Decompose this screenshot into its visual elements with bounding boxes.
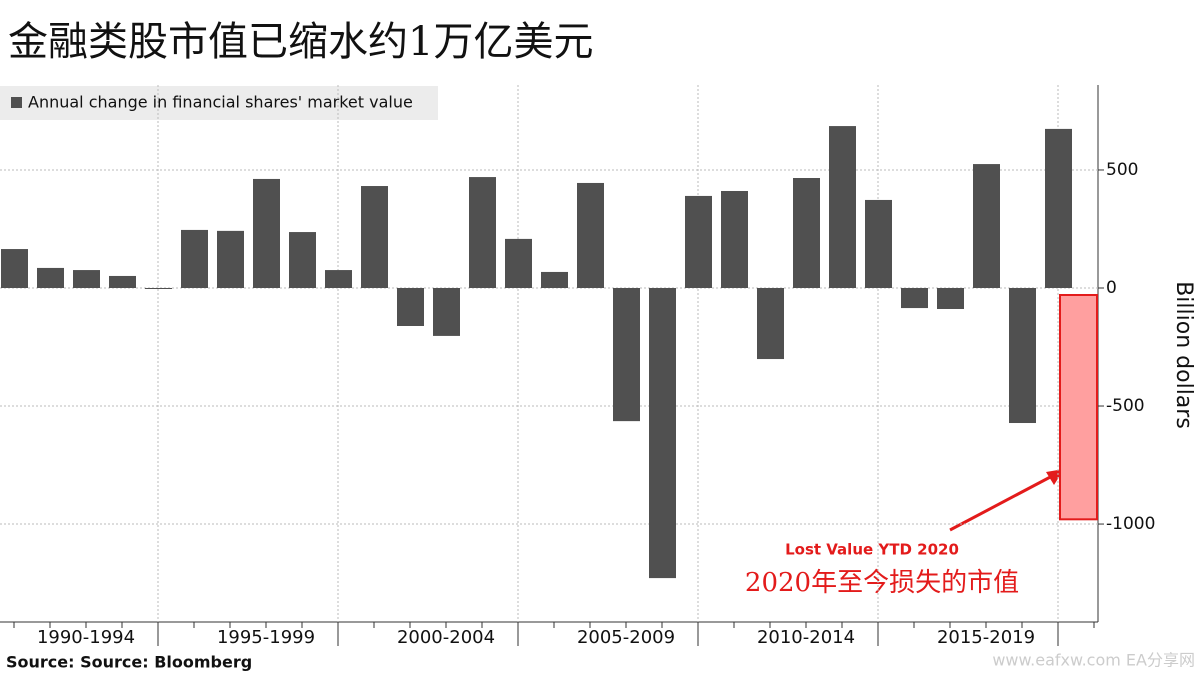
bar [901,287,928,309]
chart-title: 金融类股市值已缩水约1万亿美元 [8,19,593,65]
annotation: 2020年至今损失的市值 [745,568,1019,598]
bar [145,287,172,289]
y-tick-label: -1000 [1106,514,1155,534]
bar [1059,293,1098,521]
bar [469,177,496,288]
x-tick-label: 2000-2004 [397,627,495,648]
y-tick-label: 0 [1106,278,1117,298]
bar [865,199,892,288]
bar [217,230,244,288]
bar [793,178,820,288]
annotation: Lost Value YTD 2020 [785,541,959,559]
bar [649,287,676,579]
bar [1009,287,1036,424]
x-tick-label: 1995-1999 [217,627,315,648]
bar [757,287,784,360]
watermark: www.eafxw.com EA分享网 [992,651,1195,670]
y-tick-label: -500 [1106,396,1145,416]
bar [1045,128,1072,288]
x-tick-label: 2005-2009 [577,627,675,648]
y-axis-label: Billion dollars [1171,281,1196,429]
bar [541,271,568,288]
bar [37,267,64,288]
legend-swatch [11,97,22,108]
x-tick-label: 1990-1994 [37,627,135,648]
bar [829,126,856,288]
bar [577,182,604,288]
bar [721,190,748,288]
bar [109,275,136,288]
legend-box [0,86,438,120]
bar [73,270,100,288]
bar [433,287,460,336]
bar [325,270,352,288]
y-tick-label: 500 [1106,160,1138,180]
bar [685,195,712,288]
x-tick-label: 2010-2014 [757,627,855,648]
bar [253,178,280,288]
bar [1,249,28,288]
source: Source: Source: Bloomberg [6,653,252,672]
bar [613,287,640,422]
bar [505,238,532,288]
x-tick-label: 2015-2019 [937,627,1035,648]
bar [181,229,208,288]
bar [973,164,1000,288]
bar [937,287,964,310]
bar [289,232,316,288]
bar [397,287,424,327]
arrow [949,472,1057,532]
legend-label: Annual change in financial shares' marke… [28,93,413,112]
bar [361,186,388,288]
